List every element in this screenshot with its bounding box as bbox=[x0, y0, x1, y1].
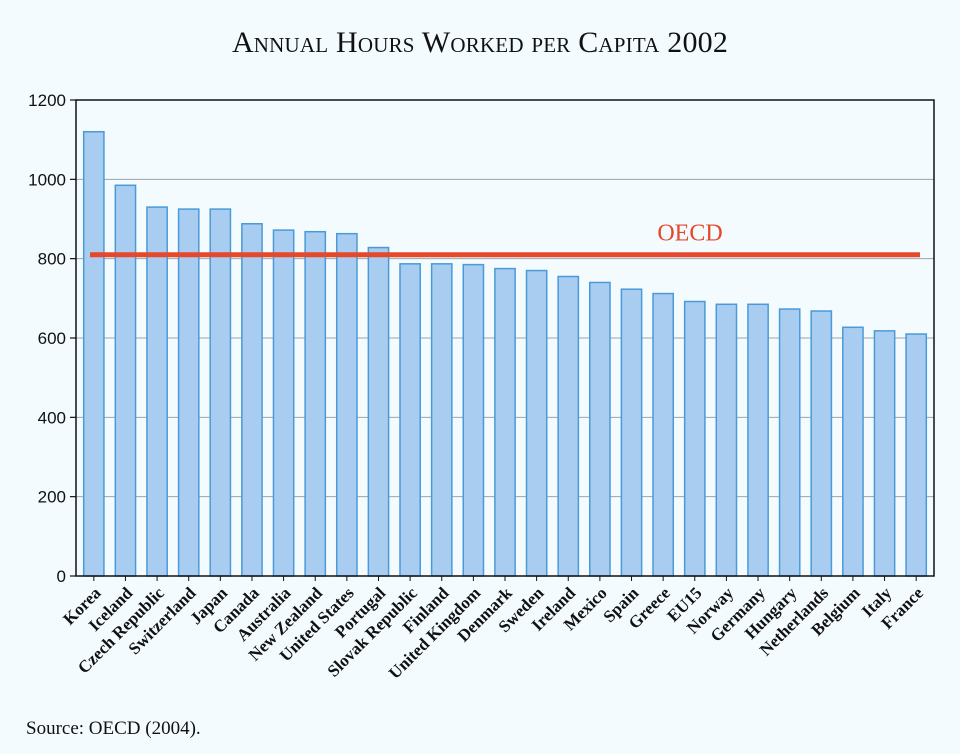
bar-japan bbox=[209, 208, 232, 577]
bar-united-kingdom bbox=[462, 263, 485, 577]
bar-portugal bbox=[367, 246, 390, 577]
source-note: Source: OECD (2004). bbox=[26, 718, 201, 739]
bar-slovak-republic bbox=[399, 263, 421, 577]
bar-greece bbox=[652, 292, 675, 577]
bar-czech-republic bbox=[146, 206, 168, 577]
bar-canada bbox=[241, 223, 263, 577]
bar-united-states bbox=[335, 232, 358, 577]
bar-iceland bbox=[114, 184, 137, 577]
bar-switzerland bbox=[177, 208, 200, 577]
y-axis: 0 200 400 600 800 1000 1200 bbox=[28, 91, 76, 586]
bar-france bbox=[905, 333, 928, 577]
bar-australia bbox=[272, 229, 295, 577]
bar-ireland bbox=[557, 275, 580, 577]
y-tick-label: 800 bbox=[38, 250, 66, 269]
bar-germany bbox=[747, 303, 769, 577]
bar-belgium bbox=[842, 326, 864, 577]
y-tick-label: 1000 bbox=[28, 170, 66, 189]
bar-eu15 bbox=[683, 300, 706, 577]
bar-denmark bbox=[494, 267, 516, 577]
bar-norway bbox=[715, 303, 738, 577]
y-tick-label: 0 bbox=[57, 567, 66, 586]
bar-finland bbox=[430, 263, 453, 577]
bar-hungary bbox=[778, 308, 801, 577]
bar-sweden bbox=[525, 269, 548, 577]
bar-spain bbox=[620, 288, 643, 577]
y-tick-label: 1200 bbox=[28, 91, 66, 110]
y-tick-label: 200 bbox=[38, 488, 66, 507]
bar-mexico bbox=[589, 281, 611, 577]
y-tick-label: 400 bbox=[38, 408, 66, 427]
bar-netherlands bbox=[810, 310, 833, 577]
oecd-label: OECD bbox=[657, 221, 722, 247]
bar-korea bbox=[82, 130, 105, 577]
bar-new-zealand bbox=[304, 230, 327, 577]
chart-title: Annual Hours Worked per Capita 2002 bbox=[231, 26, 729, 59]
oecd-reference: OECD bbox=[90, 221, 920, 258]
bar-italy bbox=[873, 330, 896, 577]
y-tick-label: 600 bbox=[38, 329, 66, 348]
